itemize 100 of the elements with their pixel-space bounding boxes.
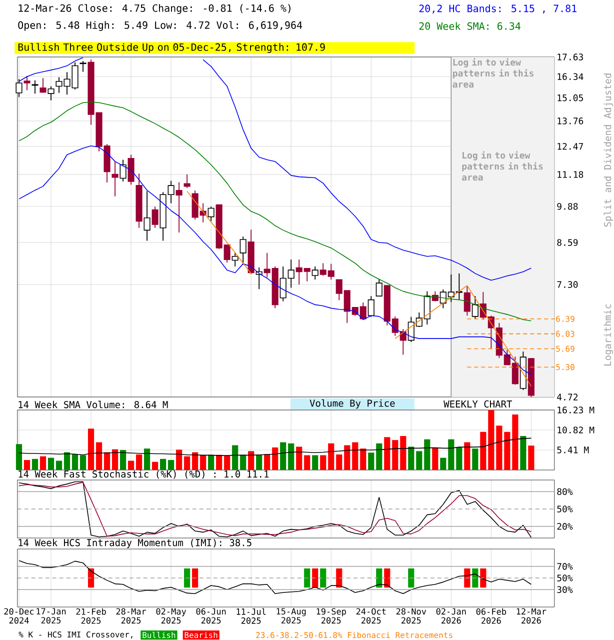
bar <box>512 414 518 470</box>
chart-subtitle: Open: 5.48 High: 5.49 Low: 4.72 Vol: 6,619,964 <box>18 21 302 31</box>
y-tick-label: 10.82 M <box>557 426 594 434</box>
candlestick <box>232 252 238 267</box>
bar <box>112 449 118 470</box>
y-tick-label: 50% <box>557 506 573 512</box>
y-tick-label: 5.41 M <box>557 446 589 454</box>
y-tick-label: 20% <box>557 522 573 530</box>
bar <box>336 454 342 470</box>
bar <box>272 447 278 470</box>
bar <box>264 454 270 470</box>
candlestick <box>24 76 30 91</box>
bar <box>352 442 358 470</box>
candlestick <box>240 236 246 266</box>
y-tick-label: 17.63 <box>557 54 583 60</box>
bar <box>448 439 454 470</box>
bar <box>424 439 430 470</box>
bar <box>176 450 182 470</box>
y-tick-label: 16.23 M <box>557 406 594 414</box>
ref-line-label: 6.39 <box>556 316 574 322</box>
bar <box>160 458 166 470</box>
bar <box>40 456 46 470</box>
bar <box>520 436 526 470</box>
bar <box>328 443 334 470</box>
x-tick-label: 06-Feb 2026 <box>476 608 506 624</box>
bar <box>320 455 326 470</box>
bar <box>56 460 62 470</box>
bar <box>16 444 22 470</box>
bar <box>216 454 222 470</box>
ref-line-label: 5.69 <box>556 346 574 352</box>
bar <box>184 456 190 470</box>
bar <box>224 456 230 470</box>
y-tick-label: 15.05 <box>557 94 583 102</box>
bar <box>496 426 502 470</box>
x-tick-label: 02-Jan 2026 <box>436 608 466 624</box>
chart-title: 14 Week SMA Volume: 8.64 M <box>18 400 168 408</box>
candlestick <box>48 86 54 101</box>
bar <box>384 437 390 470</box>
text: Logarithmic <box>604 304 613 366</box>
bar <box>200 455 206 470</box>
x-tick-label: 15-Aug 2025 <box>276 608 306 624</box>
bar <box>152 462 158 470</box>
bar <box>72 454 78 470</box>
bar <box>440 458 446 470</box>
bar <box>464 442 470 470</box>
bar <box>432 447 438 470</box>
bar <box>416 451 422 470</box>
text: Volume By Price <box>310 399 395 409</box>
ref-line-label: 6.03 <box>556 330 574 337</box>
bar <box>360 448 366 470</box>
y-tick-label: 8.59 <box>556 239 578 246</box>
bar <box>256 454 262 470</box>
bar <box>480 432 486 470</box>
y-tick-label: 12.47 <box>557 142 583 150</box>
bar <box>136 454 142 470</box>
bar <box>208 454 214 470</box>
bar <box>376 443 382 470</box>
candlestick <box>472 296 478 320</box>
ref-line-label: 5.30 <box>556 364 574 370</box>
candlestick <box>144 190 150 242</box>
text: WEEKLY CHART <box>443 400 512 408</box>
x-tick-label: 28-Mar 2025 <box>116 608 146 624</box>
bar <box>400 436 406 470</box>
y-tick-label: 80% <box>556 488 573 495</box>
candlestick <box>40 78 46 94</box>
x-tick-label: 19-Sep 2025 <box>316 608 346 624</box>
y-tick-label: 9.88 <box>556 202 578 210</box>
candlestick <box>112 161 118 197</box>
candlestick <box>176 182 182 233</box>
candlestick <box>208 206 214 222</box>
text: 20 Week SMA: 6.34 <box>419 22 520 30</box>
bar <box>392 440 398 470</box>
bar <box>96 442 102 470</box>
candlestick <box>312 266 318 280</box>
bar <box>288 443 294 470</box>
bar <box>24 460 30 470</box>
candlestick <box>376 278 382 297</box>
x-tick-label: 24-Oct 2025 <box>356 608 386 624</box>
band-label: Log in to view patterns in this area <box>452 58 534 88</box>
x-tick-label: 17-Jan 2025 <box>36 608 66 624</box>
bar <box>168 460 174 470</box>
y-axis-title: Split and Dividend Adjusted <box>604 74 613 227</box>
candlestick <box>120 159 126 182</box>
bar <box>120 450 126 470</box>
y-tick-label: 50% <box>557 574 573 582</box>
candlestick <box>128 154 134 186</box>
bar <box>488 410 494 470</box>
bar <box>312 455 318 470</box>
y-tick-label: 16.34 <box>557 73 584 80</box>
bar <box>344 445 350 470</box>
candlestick <box>368 296 374 318</box>
y-tick-label: 70% <box>557 562 573 570</box>
x-tick-label: 20-Dec 2024 <box>4 608 34 624</box>
bar <box>408 446 414 470</box>
bar <box>280 442 286 470</box>
x-tick-label: 12-Mar 2026 <box>516 608 546 624</box>
annotation: Log in to view patterns in this area <box>462 151 543 181</box>
bar <box>128 460 134 470</box>
bar <box>304 455 310 470</box>
bar <box>368 452 374 470</box>
